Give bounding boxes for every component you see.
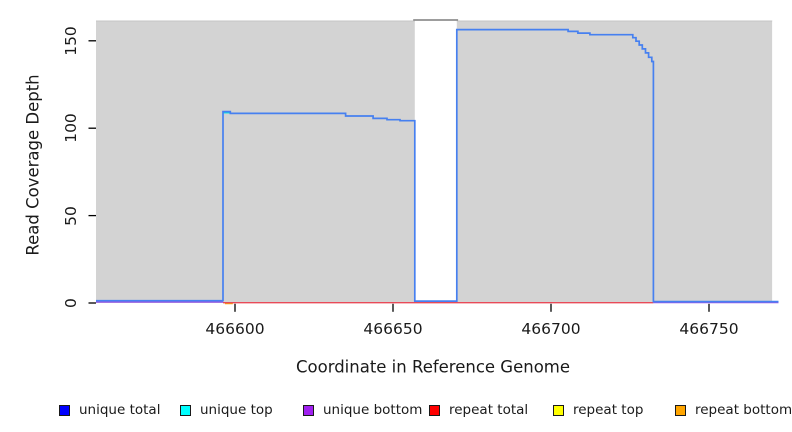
legend-swatch-unique-bottom <box>303 404 314 416</box>
legend-label-repeat-bottom: repeat bottom <box>695 402 792 418</box>
total-coverage-area <box>96 20 415 303</box>
x-tick-label: 466650 <box>363 320 423 338</box>
legend-swatch-repeat-bottom <box>675 404 686 416</box>
legend-label-unique-total: unique total <box>79 402 161 418</box>
y-tick-label: 50 <box>62 205 80 226</box>
legend-swatch-repeat-total <box>429 404 440 416</box>
legend-item-repeat-bottom: repeat bottom <box>675 402 792 418</box>
legend-swatch-unique-top <box>180 404 191 416</box>
y-axis-title: Read Coverage Depth <box>23 74 43 256</box>
legend-label-unique-top: unique top <box>200 402 273 418</box>
y-tick-label: 0 <box>62 298 80 308</box>
x-tick-label: 466750 <box>679 320 739 338</box>
legend-label-repeat-total: repeat total <box>449 402 529 418</box>
legend-item-unique-top: unique top <box>180 402 273 418</box>
legend-item-repeat-top: repeat top <box>553 402 643 418</box>
x-axis-title: Coordinate in Reference Genome <box>295 357 571 377</box>
y-tick-label: 100 <box>62 113 80 143</box>
series-line-unique-total <box>96 28 779 303</box>
legend: unique total unique top unique bottom repea… <box>0 398 792 422</box>
x-tick-label: 466700 <box>521 320 581 338</box>
legend-swatch-repeat-top <box>553 404 564 416</box>
legend-label-unique-bottom: unique bottom <box>323 402 423 418</box>
legend-item-unique-total: unique total <box>59 402 160 418</box>
legend-swatch-unique-total <box>59 404 70 416</box>
y-tick-label: 150 <box>62 26 80 56</box>
legend-item-repeat-total: repeat total <box>429 402 528 418</box>
total-coverage-area <box>456 20 773 303</box>
legend-item-unique-bottom: unique bottom <box>303 402 422 418</box>
legend-label-repeat-top: repeat top <box>573 402 644 418</box>
x-tick-label: 466600 <box>205 320 265 338</box>
